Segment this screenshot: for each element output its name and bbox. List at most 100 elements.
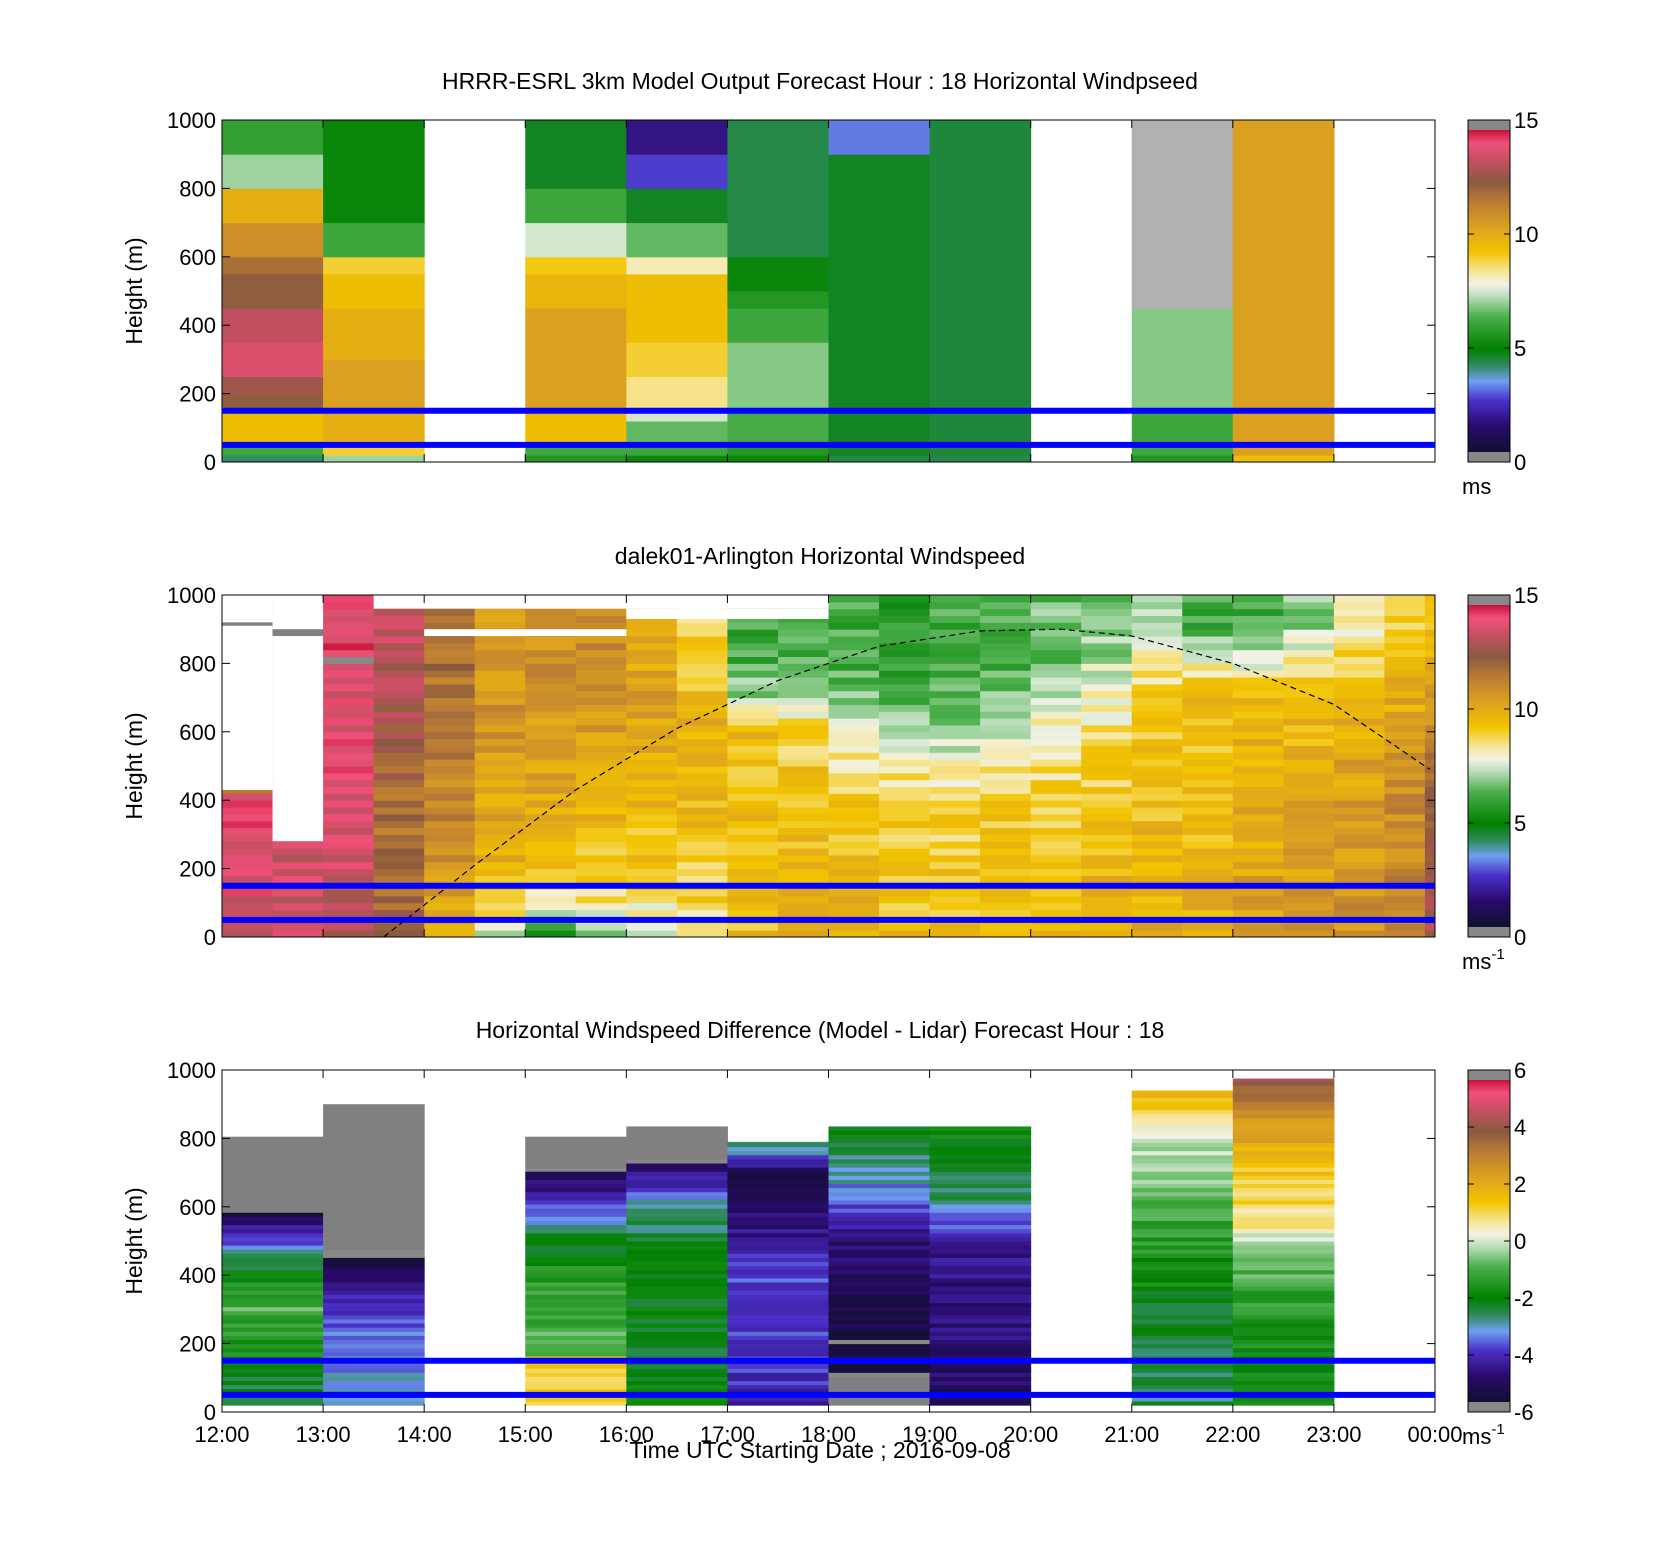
heatmap-cell <box>1232 875 1284 883</box>
heatmap-cell <box>828 930 880 938</box>
heatmap-cell <box>676 779 728 788</box>
heatmap-cell <box>575 670 627 678</box>
heatmap-cell <box>1232 1224 1335 1230</box>
heatmap-cell <box>727 895 779 904</box>
heatmap-cell <box>929 1224 1032 1230</box>
heatmap-cell <box>525 766 577 774</box>
heatmap-cell <box>828 1273 931 1279</box>
heatmap-cell <box>1333 923 1385 931</box>
heatmap-cell <box>929 1167 1032 1172</box>
heatmap-cell <box>626 1241 728 1246</box>
heatmap-cell <box>929 711 981 719</box>
heatmap-cell <box>828 1376 931 1382</box>
heatmap-cell <box>1384 875 1426 883</box>
heatmap-cell <box>1030 786 1082 794</box>
heatmap-cell <box>1283 807 1335 815</box>
heatmap-cell <box>1131 636 1183 644</box>
heatmap-cell <box>373 875 425 883</box>
heatmap-cell <box>828 711 880 719</box>
heatmap-cell <box>1283 909 1335 917</box>
heatmap-cell <box>1081 766 1133 774</box>
heatmap-cell <box>474 820 526 829</box>
heatmap-cell <box>626 690 678 699</box>
heatmap-cell <box>1232 1167 1335 1172</box>
heatmap-cell <box>1030 642 1082 651</box>
heatmap-cell <box>1030 895 1082 904</box>
heatmap-cell <box>323 1318 425 1324</box>
heatmap-cell <box>222 1368 324 1373</box>
heatmap-cell <box>1182 834 1234 842</box>
heatmap-cell <box>575 834 627 842</box>
heatmap-cell <box>727 854 779 863</box>
heatmap-cell <box>626 1220 728 1226</box>
heatmap-cell <box>1232 1241 1335 1246</box>
heatmap-cell <box>727 1347 829 1353</box>
heatmap-cell <box>1131 1302 1234 1308</box>
heatmap-cell <box>323 813 375 822</box>
heatmap-cell <box>222 1282 324 1287</box>
heatmap-cell <box>424 636 476 644</box>
heatmap-cell <box>1384 800 1426 808</box>
heatmap-cell <box>828 1331 931 1336</box>
heatmap-cell <box>929 1195 1032 1201</box>
heatmap-cell <box>474 827 526 835</box>
heatmap-cell <box>929 1331 1032 1336</box>
heatmap-cell <box>1232 622 1284 630</box>
heatmap-cell <box>828 718 880 726</box>
heatmap-cell <box>879 690 931 699</box>
heatmap-cell <box>373 615 425 623</box>
heatmap-cell <box>1232 1302 1335 1308</box>
heatmap-cell <box>1232 1277 1335 1283</box>
heatmap-cell <box>879 683 931 692</box>
heatmap-cell <box>929 1150 1032 1156</box>
heatmap-cell <box>1030 854 1082 863</box>
heatmap-cell <box>1182 895 1234 904</box>
heatmap-cell <box>828 1253 931 1258</box>
heatmap-cell <box>525 444 627 456</box>
heatmap-cell <box>424 772 476 781</box>
heatmap-cell <box>929 1134 1032 1139</box>
heatmap-cell <box>525 690 577 699</box>
heatmap-cell <box>1333 656 1385 664</box>
heatmap-cell <box>373 711 425 719</box>
heatmap-cell <box>626 1318 728 1324</box>
heatmap-cell <box>1131 1388 1234 1394</box>
heatmap-cell <box>222 930 274 938</box>
heatmap-cell <box>222 308 324 343</box>
heatmap-cell <box>1030 608 1082 617</box>
heatmap-cell <box>1131 1212 1234 1217</box>
heatmap-cell <box>626 1212 728 1217</box>
heatmap-cell <box>828 909 880 917</box>
heatmap-cell <box>525 1372 627 1377</box>
heatmap-cell <box>1131 1401 1234 1406</box>
heatmap-cell <box>828 1179 931 1185</box>
x-axis-label: Time UTC Starting Date ; 2016-09-08 <box>629 1437 1010 1463</box>
heatmap-cell <box>929 1232 1032 1238</box>
heatmap-cell <box>1384 711 1426 719</box>
heatmap-cell <box>929 629 981 637</box>
heatmap-cell <box>272 930 324 938</box>
heatmap-cell <box>323 1195 425 1201</box>
heatmap-cell <box>727 1175 829 1180</box>
heatmap-cell <box>626 120 728 155</box>
heatmap-cell <box>727 120 829 258</box>
heatmap-cell <box>1232 1204 1335 1209</box>
heatmap-cell <box>980 629 1032 637</box>
heatmap-cell <box>575 718 627 726</box>
heatmap-cell <box>777 848 829 856</box>
heatmap-cell <box>828 1175 931 1180</box>
heatmap-cell <box>1131 1249 1234 1254</box>
heatmap-cell <box>676 786 728 794</box>
heatmap-cell <box>777 786 829 794</box>
heatmap-cell <box>525 1253 627 1258</box>
y-tick-label: 1000 <box>167 583 216 608</box>
heatmap-cell <box>727 1232 829 1238</box>
heatmap-cell <box>727 683 779 692</box>
heatmap-cell <box>828 663 880 671</box>
heatmap-cell <box>222 256 324 275</box>
heatmap-cell <box>626 1204 728 1209</box>
heatmap-cell <box>1131 1142 1234 1148</box>
heatmap-cell <box>1131 1368 1234 1373</box>
heatmap-cell <box>676 615 728 623</box>
heatmap-cell <box>323 629 375 637</box>
